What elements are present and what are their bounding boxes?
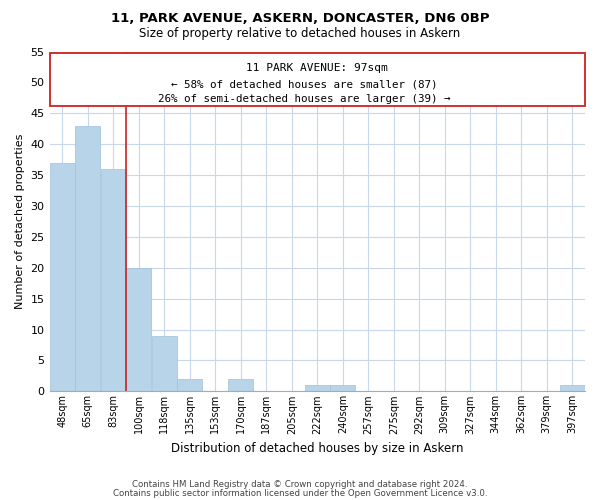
Text: Size of property relative to detached houses in Askern: Size of property relative to detached ho… bbox=[139, 28, 461, 40]
Bar bbox=[178, 379, 202, 392]
Y-axis label: Number of detached properties: Number of detached properties bbox=[15, 134, 25, 309]
X-axis label: Distribution of detached houses by size in Askern: Distribution of detached houses by size … bbox=[171, 442, 464, 455]
Bar bbox=[50, 162, 74, 392]
Text: 11 PARK AVENUE: 97sqm: 11 PARK AVENUE: 97sqm bbox=[247, 62, 388, 72]
Text: ← 58% of detached houses are smaller (87): ← 58% of detached houses are smaller (87… bbox=[171, 80, 438, 90]
Bar bbox=[560, 385, 584, 392]
Bar bbox=[76, 126, 100, 392]
Text: 11, PARK AVENUE, ASKERN, DONCASTER, DN6 0BP: 11, PARK AVENUE, ASKERN, DONCASTER, DN6 … bbox=[111, 12, 489, 26]
Bar bbox=[305, 385, 329, 392]
Text: Contains public sector information licensed under the Open Government Licence v3: Contains public sector information licen… bbox=[113, 489, 487, 498]
Bar bbox=[127, 268, 151, 392]
Bar bbox=[152, 336, 176, 392]
Bar bbox=[229, 379, 253, 392]
Text: 26% of semi-detached houses are larger (39) →: 26% of semi-detached houses are larger (… bbox=[158, 94, 451, 104]
Bar bbox=[331, 385, 355, 392]
Bar bbox=[101, 169, 125, 392]
FancyBboxPatch shape bbox=[50, 54, 585, 106]
Text: Contains HM Land Registry data © Crown copyright and database right 2024.: Contains HM Land Registry data © Crown c… bbox=[132, 480, 468, 489]
